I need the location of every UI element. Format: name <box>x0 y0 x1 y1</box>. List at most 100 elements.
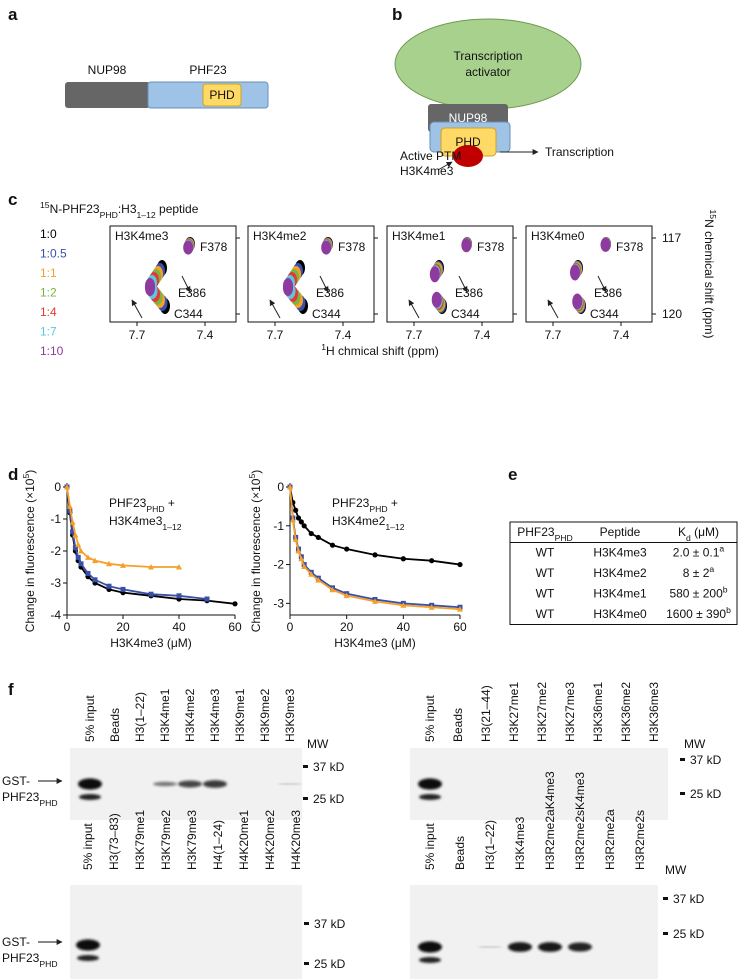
peak <box>283 280 293 296</box>
legend-ratio: 1:1 <box>40 266 57 280</box>
spectrum-box <box>386 225 514 323</box>
band <box>178 780 202 788</box>
data-point <box>176 564 182 570</box>
lane-label: H3K9me3 <box>283 688 297 742</box>
text-part: H3K4me3 <box>109 514 163 528</box>
x-tick-label: 0 <box>64 620 71 634</box>
nup98-label: NUP98 <box>449 111 488 125</box>
text-part: H3K4me2 <box>332 514 386 528</box>
legend-ratio: 1:10 <box>40 344 64 358</box>
text-part: ) <box>23 470 37 474</box>
shift-arrow <box>181 275 191 293</box>
table-cell: H3K4me2 <box>593 566 647 580</box>
x-tick-label: 40 <box>397 620 411 634</box>
text-part: ) <box>249 470 263 474</box>
fit-line <box>66 486 179 568</box>
peak <box>600 237 611 252</box>
data-point <box>92 557 98 564</box>
data-point <box>293 507 299 513</box>
legend-ratio: 1:4 <box>40 305 57 319</box>
peak-label: E386 <box>594 286 622 300</box>
band <box>418 778 442 790</box>
text-part: PHF23 <box>2 790 40 804</box>
table-header: Kd (μM) <box>678 525 719 543</box>
data-point <box>315 534 321 541</box>
table-cell: 8 ± 2a <box>683 564 715 580</box>
y-tick-label: -3 <box>50 576 61 590</box>
panel-label: e <box>508 465 517 484</box>
y-tick-label: 117 <box>662 231 681 245</box>
text-part: b <box>723 585 728 595</box>
blot <box>70 885 302 979</box>
nup98-domain <box>65 82 150 108</box>
y-tick-label: -1 <box>50 512 61 526</box>
x-tick-label: 7.7 <box>129 328 146 342</box>
domain-label: PHD <box>209 88 235 102</box>
y-axis-label: 15N chemical shift (ppm) <box>702 210 718 339</box>
table-cell: 1600 ± 390b <box>666 605 731 621</box>
lane-label: H3K36me2 <box>619 682 633 742</box>
data-point <box>429 558 435 564</box>
data-point <box>301 523 307 529</box>
data-point <box>204 596 210 602</box>
lane-label: H4K20me2 <box>263 810 277 870</box>
lane-label: H3(73–83) <box>107 813 121 870</box>
x-tick-label: 7.4 <box>474 328 491 342</box>
text-part: 1 <box>321 342 326 352</box>
lane-label: H3K27me3 <box>563 682 577 742</box>
lane-label: H3K36me1 <box>591 682 605 742</box>
band <box>76 939 100 951</box>
ladder-mark <box>303 765 308 768</box>
lane-label: H4K20me1 <box>237 810 251 870</box>
data-point <box>66 503 73 509</box>
band <box>538 942 562 952</box>
text-part: 1–12 <box>385 522 404 532</box>
peak-label: C344 <box>312 307 341 321</box>
text-part: 1–12 <box>137 210 156 220</box>
band <box>79 794 101 800</box>
activator-label: activator <box>465 65 510 79</box>
blot <box>410 885 658 979</box>
lane-label: 5% input <box>81 823 95 870</box>
data-point <box>78 561 84 567</box>
shift-arrow <box>597 275 607 293</box>
ladder-mark <box>663 932 668 935</box>
peak-label: C344 <box>451 307 480 321</box>
text-part: PHD <box>39 798 57 808</box>
lane-label: H4K20me3 <box>289 810 303 870</box>
data-point <box>329 586 336 593</box>
blot <box>410 748 668 820</box>
annotation: H3K4me31–12 <box>109 514 182 532</box>
band <box>508 942 532 952</box>
x-tick-label: 7.7 <box>267 328 284 342</box>
band <box>568 942 592 952</box>
text-part: PHD <box>555 533 573 543</box>
shift-arrow <box>269 299 281 319</box>
phd-domain <box>202 83 242 107</box>
peak <box>572 293 583 310</box>
data-point <box>344 546 350 552</box>
gst-label: PHF23PHD <box>2 951 58 969</box>
band <box>419 957 441 963</box>
peak-label: F378 <box>200 240 228 254</box>
text-part: PHD <box>100 210 118 220</box>
text-part: + <box>165 496 175 510</box>
panel-label: a <box>8 5 18 24</box>
phd-label: PHD <box>455 135 481 149</box>
marker-label: 25 kD <box>690 787 722 801</box>
legend-ratio: 1:7 <box>40 325 57 339</box>
nmr-header: 15N-PHF23PHD:H31–12 peptide <box>40 200 199 220</box>
legend-ratio: 1:0.5 <box>40 247 67 261</box>
domain-label: PHF23 <box>189 63 227 77</box>
ladder-mark <box>663 897 668 900</box>
x-tick-label: 7.4 <box>613 328 630 342</box>
lane-label: Beads <box>108 708 122 742</box>
text-part: a <box>719 544 724 554</box>
text-part: PHF23 <box>517 525 555 539</box>
activator-shape <box>394 18 582 110</box>
peak <box>570 264 580 281</box>
data-point <box>372 598 378 604</box>
data-point <box>176 593 182 599</box>
annotation: H3K4me21–12 <box>332 514 405 532</box>
